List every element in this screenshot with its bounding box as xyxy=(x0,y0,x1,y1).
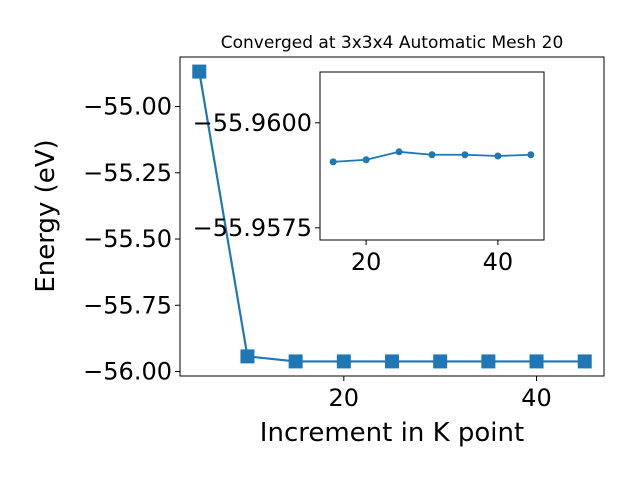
marker xyxy=(577,354,592,369)
marker xyxy=(288,354,303,369)
axes-frame xyxy=(179,56,605,377)
marker xyxy=(481,354,496,369)
x-tick-label: 40 xyxy=(483,248,514,276)
marker xyxy=(329,158,337,166)
y-tick-label: −55.75 xyxy=(83,291,172,319)
y-tick-label: −55.9575 xyxy=(193,214,312,242)
y-tick-label: −56.00 xyxy=(83,357,172,385)
marker xyxy=(529,354,544,369)
marker xyxy=(461,151,469,159)
marker xyxy=(362,156,370,164)
y-tick-label: −55.9600 xyxy=(193,109,312,137)
x-tick-label: 40 xyxy=(521,384,552,412)
y-axis-label: Energy (eV) xyxy=(31,139,61,292)
marker xyxy=(240,349,255,364)
marker xyxy=(192,64,207,79)
marker xyxy=(336,354,351,369)
marker xyxy=(433,354,448,369)
x-tick-label: 20 xyxy=(351,248,382,276)
y-tick-label: −55.00 xyxy=(83,93,172,121)
y-tick-label: −55.50 xyxy=(83,225,172,253)
axes-frame xyxy=(319,71,545,241)
marker xyxy=(395,148,403,156)
marker xyxy=(494,152,502,160)
marker xyxy=(527,151,535,159)
chart-title: Converged at 3x3x4 Automatic Mesh 20 xyxy=(221,33,564,53)
x-axis-label: Increment in K point xyxy=(260,418,524,448)
marker xyxy=(385,354,399,369)
x-tick-label: 20 xyxy=(329,384,360,412)
y-tick-label: −55.25 xyxy=(83,159,172,187)
marker xyxy=(428,151,436,159)
